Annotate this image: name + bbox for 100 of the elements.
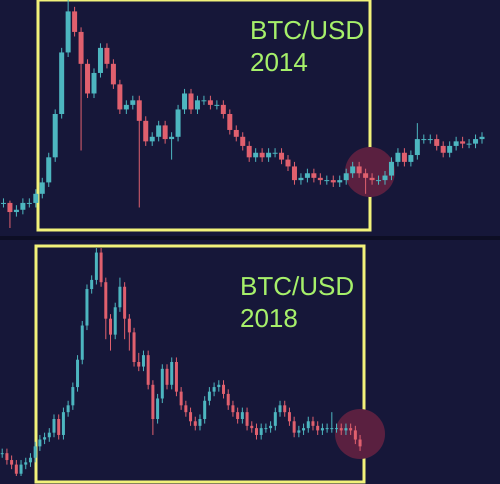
candlestick bbox=[203, 396, 206, 424]
candlestick bbox=[109, 314, 112, 352]
candlestick bbox=[156, 120, 162, 142]
candlestick bbox=[246, 140, 252, 162]
candlestick bbox=[110, 58, 116, 90]
candlestick bbox=[253, 148, 258, 162]
candlestick bbox=[473, 134, 478, 149]
candlestick bbox=[408, 150, 414, 167]
candlestick bbox=[302, 423, 306, 436]
candlestick bbox=[62, 407, 65, 440]
annotation: 2018 bbox=[240, 302, 299, 334]
candlestick bbox=[72, 6, 78, 37]
candlestick bbox=[363, 168, 368, 194]
candlestick bbox=[395, 148, 400, 167]
candlestick bbox=[92, 68, 97, 99]
candlestick bbox=[226, 388, 230, 410]
candlestick bbox=[283, 400, 286, 418]
candlestick bbox=[212, 382, 216, 397]
candlestick bbox=[288, 407, 291, 426]
candlestick bbox=[14, 460, 18, 476]
candlestick bbox=[188, 88, 194, 114]
candlestick bbox=[388, 156, 394, 181]
candlestick bbox=[306, 416, 310, 434]
candlestick bbox=[354, 425, 357, 445]
candlestick bbox=[240, 132, 246, 151]
candlestick bbox=[143, 116, 148, 146]
candlestick bbox=[278, 400, 282, 418]
candlestick bbox=[33, 188, 38, 208]
candlestick bbox=[382, 170, 388, 186]
candlestick bbox=[356, 161, 362, 178]
candlestick bbox=[330, 175, 336, 188]
candlestick bbox=[246, 407, 249, 431]
candlestick bbox=[236, 407, 240, 424]
candlestick bbox=[234, 124, 239, 142]
candlestick bbox=[358, 434, 362, 452]
candlestick bbox=[71, 382, 74, 410]
candlestick bbox=[260, 148, 265, 162]
candlestick bbox=[292, 416, 296, 438]
candlestick bbox=[170, 356, 174, 390]
candlestick bbox=[350, 161, 356, 178]
candlestick bbox=[264, 423, 268, 434]
candlestick bbox=[150, 132, 155, 146]
candlestick bbox=[128, 314, 131, 352]
candlestick bbox=[376, 175, 382, 186]
candlestick bbox=[194, 416, 197, 431]
candlestick bbox=[156, 393, 160, 424]
candlestick bbox=[57, 414, 60, 440]
candlestick bbox=[90, 274, 94, 294]
candlestick bbox=[182, 88, 188, 114]
candlestick bbox=[130, 95, 136, 110]
candlestick bbox=[208, 386, 211, 406]
candlestick bbox=[7, 200, 12, 228]
candlestick bbox=[311, 416, 314, 431]
candlestick bbox=[5, 448, 8, 466]
candlestick bbox=[344, 423, 348, 436]
candlestick bbox=[189, 407, 192, 426]
candlestick bbox=[292, 161, 297, 186]
candlestick bbox=[104, 42, 110, 69]
candlestick bbox=[198, 414, 202, 431]
candlestick bbox=[38, 434, 42, 452]
candlestick bbox=[166, 364, 169, 390]
candlestick bbox=[454, 136, 459, 151]
candlestick bbox=[214, 100, 220, 110]
candlestick bbox=[0, 198, 6, 208]
candlestick bbox=[220, 100, 226, 120]
annotation: BTC/USD bbox=[240, 270, 354, 302]
candlestick bbox=[231, 400, 234, 418]
candlestick bbox=[66, 400, 70, 418]
candlestick bbox=[340, 423, 343, 436]
candlestick bbox=[227, 108, 232, 136]
annotation: BTC/USD bbox=[250, 14, 364, 46]
candlestick bbox=[349, 423, 352, 436]
candlestick bbox=[304, 168, 310, 183]
candlestick bbox=[254, 423, 258, 440]
candlestick bbox=[52, 414, 56, 438]
candlestick bbox=[447, 140, 452, 158]
candlestick bbox=[162, 120, 168, 144]
candlestick bbox=[124, 100, 129, 114]
candlestick bbox=[286, 154, 291, 172]
candlestick bbox=[142, 350, 145, 372]
candlestick bbox=[118, 277, 122, 312]
annotation: 2014 bbox=[250, 46, 309, 78]
candlestick bbox=[0, 448, 4, 458]
candlestick bbox=[466, 138, 472, 149]
candlestick bbox=[274, 407, 277, 431]
candlestick bbox=[240, 407, 244, 424]
candlestick bbox=[311, 168, 316, 183]
candlestick bbox=[10, 454, 14, 470]
candlestick bbox=[40, 177, 45, 199]
candlestick bbox=[48, 428, 51, 442]
candlestick bbox=[43, 432, 46, 445]
candlestick bbox=[208, 95, 213, 110]
candlestick bbox=[180, 386, 183, 410]
candlestick bbox=[20, 460, 23, 476]
candlestick bbox=[402, 148, 407, 167]
candlestick bbox=[137, 352, 140, 372]
candlestick bbox=[324, 175, 330, 186]
candlestick bbox=[260, 423, 263, 440]
candlestick bbox=[344, 168, 349, 186]
candlestick bbox=[434, 134, 440, 151]
